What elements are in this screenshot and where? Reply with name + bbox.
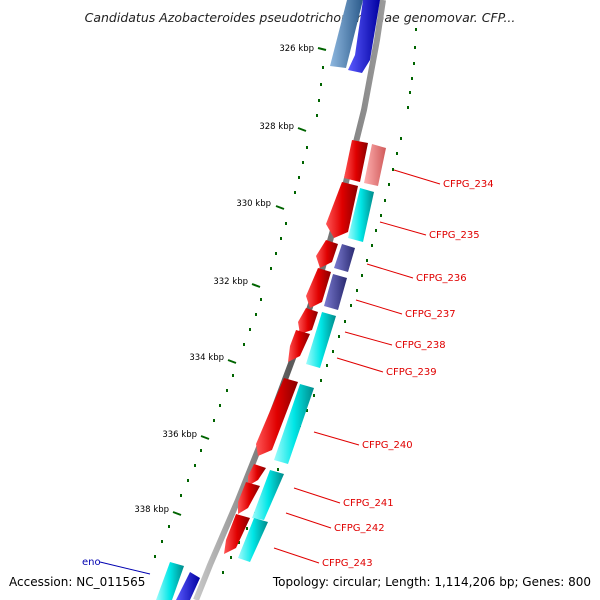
label-cfpg-241[interactable]: CFPG_241 bbox=[343, 498, 394, 509]
gene-blue-arrow[interactable] bbox=[348, 0, 380, 73]
label-cfpg-235[interactable]: CFPG_235 bbox=[429, 230, 480, 241]
gene-cfpg-243-rrna[interactable] bbox=[238, 518, 268, 562]
tick-label-334: 334 kbp bbox=[189, 353, 224, 363]
tick-label-326: 326 kbp bbox=[279, 44, 314, 54]
label-eno[interactable]: eno bbox=[82, 557, 101, 568]
gene-cfpg-236-cds[interactable] bbox=[316, 240, 338, 268]
leader-line-eno bbox=[99, 561, 151, 575]
gene-cfpg-237-trna[interactable] bbox=[324, 274, 347, 310]
map-title: Candidatus Azobacteroides pseudotrichony… bbox=[84, 10, 516, 25]
label-cfpg-239[interactable]: CFPG_239 bbox=[386, 367, 437, 378]
label-cfpg-234[interactable]: CFPG_234 bbox=[443, 179, 494, 190]
accession-text: Accession: NC_011565 bbox=[9, 575, 146, 589]
gene-cfpg-234-pseudo[interactable] bbox=[364, 144, 386, 186]
leader-lines bbox=[273, 169, 441, 564]
tick-label-328: 328 kbp bbox=[259, 122, 294, 132]
tick-328 bbox=[297, 127, 307, 132]
genome-summary-text: Topology: circular; Length: 1,114,206 bp… bbox=[272, 575, 591, 589]
gene-cfpg-240-rrna[interactable] bbox=[274, 384, 314, 464]
tick-label-338: 338 kbp bbox=[134, 505, 169, 515]
label-cfpg-243[interactable]: CFPG_243 bbox=[322, 558, 373, 569]
tick-338 bbox=[172, 511, 182, 516]
gene-cfpg-238-rrna[interactable] bbox=[306, 312, 336, 368]
gene-cfpg-238-cds[interactable] bbox=[298, 308, 318, 334]
label-cfpg-237[interactable]: CFPG_237 bbox=[405, 309, 456, 320]
genome-backbone bbox=[193, 0, 386, 600]
gene-labels: CFPG_234 CFPG_235 CFPG_236 CFPG_237 CFPG… bbox=[82, 179, 494, 569]
tick-332 bbox=[251, 283, 261, 288]
tick-label-336: 336 kbp bbox=[162, 430, 197, 440]
gene-features bbox=[156, 140, 386, 600]
gene-cfpg-241-rrna[interactable] bbox=[252, 470, 284, 520]
tick-334 bbox=[227, 359, 237, 364]
gene-cfpg-243-cds[interactable] bbox=[224, 514, 250, 554]
gene-cfpg-236-trna[interactable] bbox=[334, 244, 355, 272]
inner-scale-dots bbox=[154, 66, 324, 558]
gene-cfpg-237-cds[interactable] bbox=[306, 268, 331, 308]
gene-cfpg-235-rrna[interactable] bbox=[348, 188, 374, 242]
label-cfpg-238[interactable]: CFPG_238 bbox=[395, 340, 446, 351]
kbp-tick-labels: 326 kbp 328 kbp 330 kbp 332 kbp 334 kbp … bbox=[134, 44, 314, 515]
tick-label-330: 330 kbp bbox=[236, 199, 271, 209]
gene-cfpg-242-cds[interactable] bbox=[238, 482, 260, 514]
tick-330 bbox=[275, 205, 285, 210]
tick-label-332: 332 kbp bbox=[213, 277, 248, 287]
tick-336 bbox=[200, 435, 210, 440]
gene-steel[interactable] bbox=[330, 0, 363, 68]
tick-326 bbox=[317, 47, 327, 51]
label-cfpg-236[interactable]: CFPG_236 bbox=[416, 273, 467, 284]
gene-cfpg-239-cds[interactable] bbox=[288, 330, 310, 362]
kbp-ticks bbox=[172, 47, 327, 516]
gene-eno-blue[interactable] bbox=[176, 572, 200, 600]
gene-cfpg-234-cds[interactable] bbox=[344, 140, 368, 182]
gene-cfpg-240-cds[interactable] bbox=[256, 378, 298, 456]
label-cfpg-242[interactable]: CFPG_242 bbox=[334, 523, 385, 534]
gene-eno-rrna[interactable] bbox=[156, 562, 184, 600]
gene-cfpg-235-cds[interactable] bbox=[326, 182, 358, 238]
label-cfpg-240[interactable]: CFPG_240 bbox=[362, 440, 413, 451]
gene-cfpg-241-cds[interactable] bbox=[248, 464, 266, 486]
